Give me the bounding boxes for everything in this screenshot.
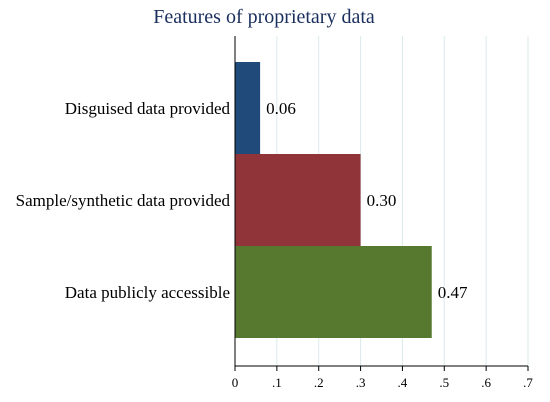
x-tick-label: .4	[398, 375, 408, 390]
bar	[235, 246, 432, 338]
bar	[235, 154, 361, 246]
data-label: 0.30	[367, 191, 397, 210]
grid-lines	[276, 36, 529, 366]
chart-title: Features of proprietary data	[153, 6, 375, 28]
x-tick-label: .3	[356, 375, 366, 390]
x-tick-label: .1	[272, 375, 282, 390]
category-label: Disguised data provided	[65, 99, 231, 118]
x-tick-label: 0	[232, 375, 239, 390]
category-label: Data publicly accessible	[65, 283, 230, 302]
data-label: 0.06	[266, 99, 296, 118]
axes: 0 .1 .2 .3 .4 .5 .6 .7	[232, 36, 533, 390]
x-tick-label: .7	[523, 375, 533, 390]
data-label: 0.47	[438, 283, 468, 302]
labels: Disguised data provided 0.06 Sample/synthe…	[16, 99, 468, 302]
category-label: Sample/synthetic data provided	[16, 191, 231, 210]
x-tick-label: .6	[481, 375, 491, 390]
x-tick-label: .5	[439, 375, 449, 390]
x-tick-label: .2	[314, 375, 324, 390]
bars	[235, 62, 432, 338]
bar	[235, 62, 261, 154]
